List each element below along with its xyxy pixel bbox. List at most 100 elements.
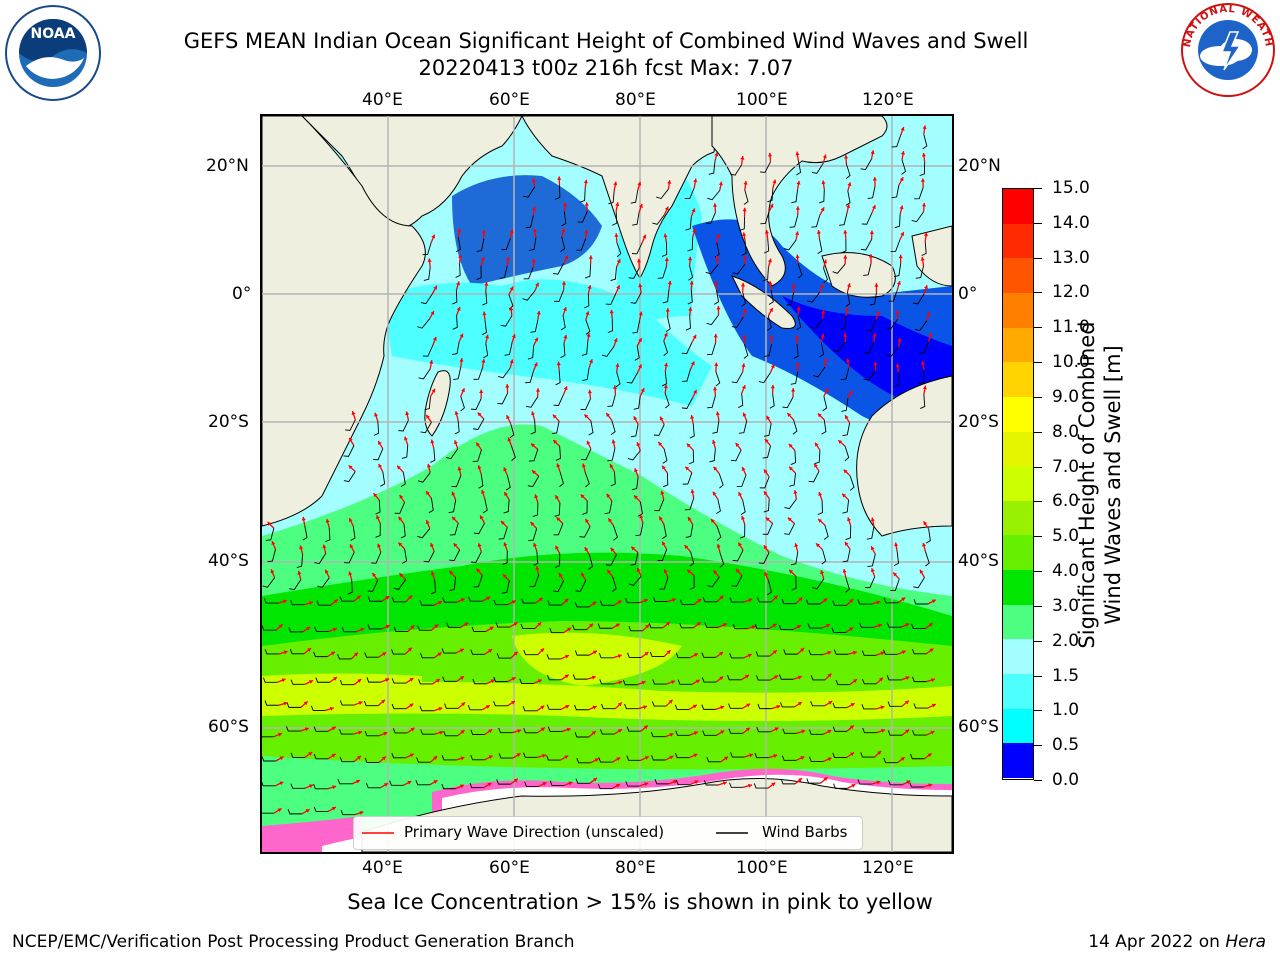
wind-barb xyxy=(716,499,721,515)
wave-direction-arrowhead xyxy=(881,728,885,733)
wave-direction-arrowhead xyxy=(873,361,878,366)
wave-direction-arrowhead xyxy=(431,388,436,393)
wave-direction-arrowhead xyxy=(506,415,510,420)
wind-barb xyxy=(793,344,799,359)
wind-barb xyxy=(925,551,930,567)
wave-direction-arrowhead xyxy=(511,677,516,681)
wave-direction-arrowhead xyxy=(931,599,936,604)
wind-barb xyxy=(701,652,716,658)
wave-direction-arrowhead xyxy=(684,545,689,549)
wind-barb xyxy=(630,552,639,566)
wind-barb xyxy=(471,626,486,632)
wave-direction-arrowhead xyxy=(453,440,458,445)
wave-direction-arrowhead xyxy=(870,150,875,155)
wave-direction-arrowhead xyxy=(271,541,276,546)
wind-barb xyxy=(419,600,434,606)
wind-barb xyxy=(732,264,746,275)
wave-direction-arrowhead xyxy=(798,597,803,602)
wind-barb xyxy=(546,704,562,710)
colorbar-tick-label: 0.0 xyxy=(1052,770,1080,790)
wave-direction-arrowhead xyxy=(348,518,353,523)
wave-direction-arrowhead xyxy=(452,516,456,521)
wave-direction-arrowhead xyxy=(826,623,831,628)
wind-barb xyxy=(452,290,458,305)
wave-direction-arrowhead xyxy=(399,573,404,578)
wave-direction-arrowhead xyxy=(348,571,353,576)
wave-direction-arrowhead xyxy=(580,494,585,499)
wave-direction-arrowhead xyxy=(691,208,696,213)
wave-direction-arrowhead xyxy=(693,753,698,758)
wave-direction-arrowhead xyxy=(662,541,666,546)
wind-barb xyxy=(841,238,847,254)
wave-direction-arrowhead xyxy=(511,701,516,705)
wave-direction-arrowhead xyxy=(568,781,573,786)
wind-barb xyxy=(612,211,618,226)
wind-barb xyxy=(288,627,303,633)
wave-direction-arrowhead xyxy=(484,282,489,286)
wind-barb xyxy=(423,267,431,281)
wave-direction-arrowhead xyxy=(818,492,823,496)
wave-direction-arrowhead xyxy=(880,705,885,710)
wind-barb xyxy=(818,189,825,204)
wave-direction-arrowhead xyxy=(534,337,538,342)
wind-barb xyxy=(753,783,769,789)
wind-barb xyxy=(451,475,462,488)
wind-barb xyxy=(841,398,849,412)
wind-barb xyxy=(741,291,747,307)
wave-direction-arrowhead xyxy=(500,520,505,525)
wind-barb xyxy=(845,577,850,593)
wave-direction-arrowhead xyxy=(795,206,800,210)
wave-direction-arrowhead xyxy=(634,468,638,473)
wave-direction-arrowhead xyxy=(592,705,597,710)
colorbar-tick-label: 4.0 xyxy=(1052,561,1080,582)
wind-barb xyxy=(893,263,902,278)
colorbar-segment xyxy=(1003,431,1033,467)
colorbar-tick-line xyxy=(1034,501,1042,503)
wind-barb xyxy=(790,450,797,465)
wave-direction-arrowhead xyxy=(459,358,464,362)
wind-barb xyxy=(449,549,461,562)
wind-barb xyxy=(791,189,798,204)
wave-direction-arrowhead xyxy=(877,750,882,755)
wind-barb xyxy=(886,622,902,628)
wave-direction-arrowhead xyxy=(660,490,665,495)
colorbar-segment xyxy=(1003,500,1033,536)
wave-direction-arrowhead xyxy=(532,206,537,211)
wave-direction-arrowhead xyxy=(617,600,622,605)
wave-direction-arrowhead xyxy=(636,568,641,573)
colorbar-tick-label: 1.5 xyxy=(1052,665,1080,686)
wave-direction-arrowhead xyxy=(308,752,313,756)
wind-barb xyxy=(398,419,409,432)
wind-barb xyxy=(627,450,641,461)
wave-direction-arrowhead xyxy=(645,624,650,629)
wave-direction-arrowhead xyxy=(376,515,380,520)
wave-direction-arrowhead xyxy=(556,361,561,366)
wind-barb xyxy=(373,421,380,436)
wind-barb xyxy=(701,704,716,710)
wind-barb xyxy=(424,396,431,411)
wave-direction-arrowhead xyxy=(697,598,702,603)
wave-direction-arrowhead xyxy=(638,203,643,208)
wave-direction-arrowhead xyxy=(638,364,642,369)
wave-direction-arrowhead xyxy=(662,465,666,470)
wave-direction-arrowhead xyxy=(820,207,825,212)
wind-barb xyxy=(417,528,431,539)
wind-barb xyxy=(767,580,772,596)
wind-barb xyxy=(551,420,560,435)
wind-barb xyxy=(493,599,508,606)
colorbar-segment xyxy=(1003,570,1033,606)
wave-direction-arrowhead xyxy=(433,756,438,760)
wave-direction-arrowhead xyxy=(772,179,777,184)
wind-barb xyxy=(783,239,797,251)
wind-barb xyxy=(350,526,356,541)
wave-direction-arrowhead xyxy=(504,492,508,496)
wind-barb xyxy=(789,473,796,487)
wave-direction-legend-line xyxy=(362,832,394,834)
wave-direction-arrowhead xyxy=(690,489,695,494)
wave-direction-arrowhead xyxy=(714,362,719,367)
wave-direction-arrowhead xyxy=(585,311,590,316)
wave-direction-arrowhead xyxy=(844,154,849,159)
wind-barb xyxy=(808,649,823,656)
wind-barb xyxy=(797,263,803,279)
wave-direction-arrowhead xyxy=(557,176,562,180)
